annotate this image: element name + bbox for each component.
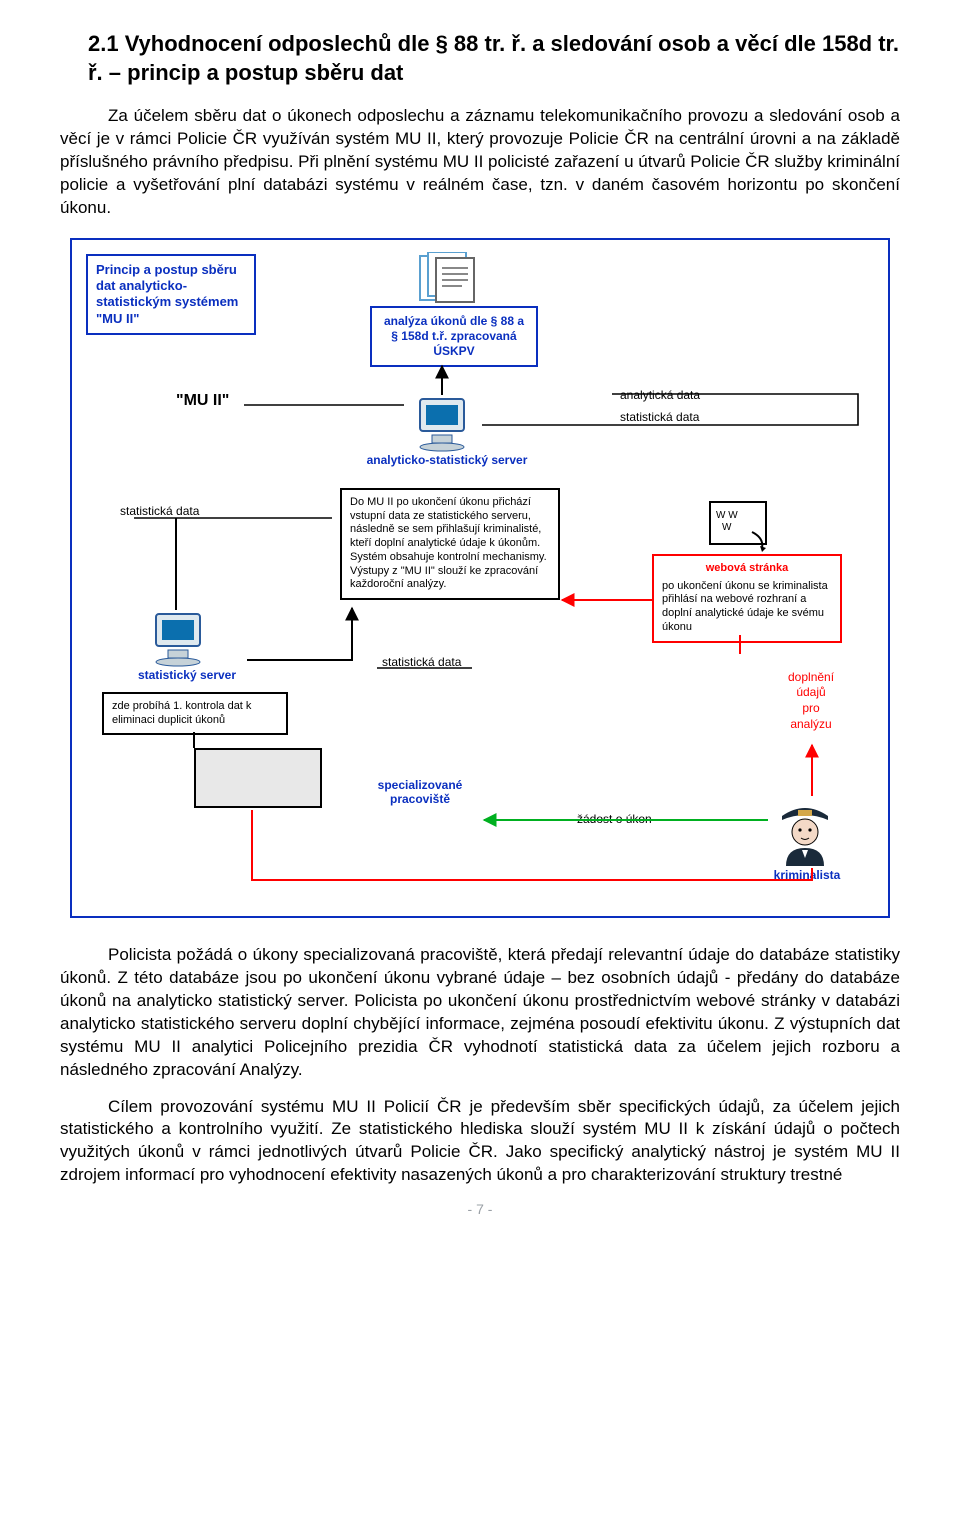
paragraph-2: Policista požádá o úkony specializovaná … — [60, 944, 900, 1082]
diagram-arrows — [72, 240, 892, 920]
section-heading: 2.1 Vyhodnocení odposlechů dle § 88 tr. … — [60, 30, 900, 87]
paragraph-3: Cílem provozování systému MU II Policií … — [60, 1096, 900, 1188]
mu2-diagram: Princip a postup sběru dat analyticko-st… — [70, 238, 890, 918]
page-number: - 7 - — [60, 1201, 900, 1217]
paragraph-1: Za účelem sběru dat o úkonech odposlechu… — [60, 105, 900, 220]
